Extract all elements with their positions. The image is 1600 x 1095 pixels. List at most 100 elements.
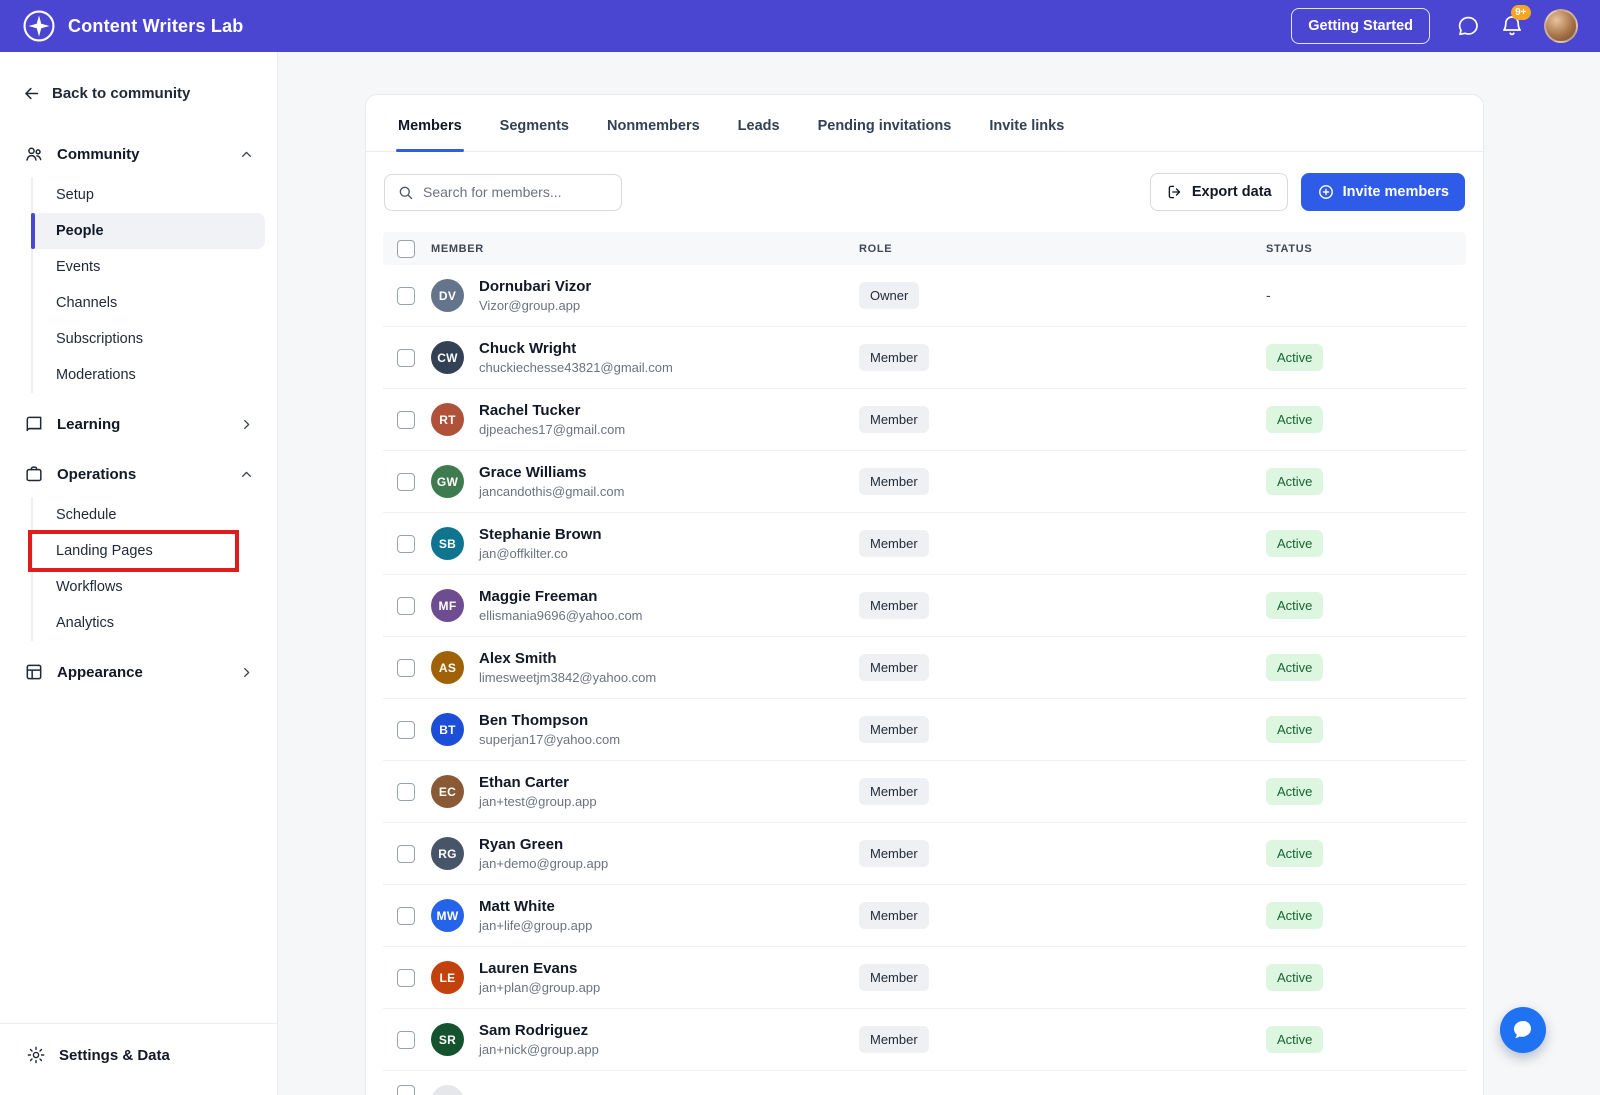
table-row[interactable]: MF Maggie Freeman ellismania9696@yahoo.com… xyxy=(383,575,1466,637)
member-name: Ryan Green xyxy=(479,836,564,853)
status-badge: Active xyxy=(1266,654,1324,681)
member-info: Dornubari Vizor Vizor@group.app xyxy=(479,278,591,313)
tab-invite-links[interactable]: Invite links xyxy=(989,118,1065,134)
role-badge: Member xyxy=(859,406,929,433)
status-badge: Active xyxy=(1266,840,1324,867)
status-badge: Active xyxy=(1266,344,1324,371)
sidebar-item-landing-pages[interactable]: Landing Pages xyxy=(28,530,265,572)
member-info: Ryan Green jan+demo@group.app xyxy=(479,836,608,871)
sidebar-item-subscriptions[interactable]: Subscriptions xyxy=(56,331,144,347)
row-checkbox[interactable] xyxy=(397,534,415,553)
member-avatar: RG xyxy=(431,837,464,870)
member-avatar: DV xyxy=(431,279,464,312)
tab-pending-invitations[interactable]: Pending invitations xyxy=(817,118,952,134)
table-row[interactable]: GW Grace Williams jancandothis@gmail.com Me… xyxy=(383,451,1466,513)
table-row[interactable]: DV Dornubari Vizor Vizor@group.app Owner - xyxy=(383,265,1466,327)
table-row[interactable]: SB Stephanie Brown jan@offkilter.co Member A… xyxy=(383,513,1466,575)
tab-leads[interactable]: Leads xyxy=(737,118,780,134)
select-all-checkbox[interactable] xyxy=(397,239,415,258)
status-cell: Active xyxy=(1266,406,1466,433)
tab-members[interactable]: Members xyxy=(396,118,464,152)
table-row[interactable]: CW Chuck Wright chuckiechesse43821@gmail.c… xyxy=(383,327,1466,389)
row-checkbox[interactable] xyxy=(397,720,415,739)
member-info: Grace Williams jancandothis@gmail.com xyxy=(479,464,624,499)
member-avatar: CW xyxy=(431,341,464,374)
sidebar-section-operations[interactable]: Operations xyxy=(16,453,265,495)
member-cell: BT Ben Thompson superjan17@yahoo.com xyxy=(431,712,859,747)
role-badge: Member xyxy=(859,778,929,805)
table-row[interactable]: SR Sam Rodriguez jan+nick@group.app Member A… xyxy=(383,1009,1466,1071)
member-info: Maggie Freeman ellismania9696@yahoo.com xyxy=(479,588,643,623)
sidebar-item-channels[interactable]: Channels xyxy=(56,295,118,311)
sidebar-item-workflows[interactable]: Workflows xyxy=(56,579,123,595)
status-badge: Active xyxy=(1266,778,1324,805)
status-cell: Active xyxy=(1266,654,1466,681)
table-row[interactable]: BT Ben Thompson superjan17@yahoo.com Member… xyxy=(383,699,1466,761)
status-cell: Active xyxy=(1266,592,1466,619)
member-avatar: BT xyxy=(431,713,464,746)
table-row[interactable]: AS Alex Smith limesweetjm3842@yahoo.com Mem… xyxy=(383,637,1466,699)
sidebar-item-moderations[interactable]: Moderations xyxy=(56,367,136,383)
member-cell xyxy=(431,1085,1466,1095)
toolbar-actions: Export data Invite members xyxy=(1149,173,1465,211)
role-cell: Member xyxy=(859,902,1266,929)
row-checkbox[interactable] xyxy=(397,658,415,677)
getting-started-button[interactable]: Getting Started xyxy=(1291,8,1430,44)
sidebar-section-community[interactable]: Community xyxy=(16,133,265,175)
role-cell: Member xyxy=(859,406,1266,433)
row-checkbox[interactable] xyxy=(397,472,415,491)
member-cell: SB Stephanie Brown jan@offkilter.co xyxy=(431,526,859,561)
sidebar-item-schedule[interactable]: Schedule xyxy=(56,507,117,523)
chat-widget-button[interactable] xyxy=(1500,1007,1546,1053)
sidebar-section-learning[interactable]: Learning xyxy=(16,403,265,445)
sidebar-item-analytics[interactable]: Analytics xyxy=(56,615,115,631)
member-email: jan@offkilter.co xyxy=(479,546,568,561)
sidebar-item-people[interactable]: People xyxy=(31,213,265,249)
chat-bubble-icon xyxy=(1511,1018,1535,1042)
member-email: limesweetjm3842@yahoo.com xyxy=(479,670,657,685)
sidebar-item-setup[interactable]: Setup xyxy=(56,187,94,203)
role-badge: Member xyxy=(859,716,929,743)
member-name: Maggie Freeman xyxy=(479,588,598,605)
table-row[interactable]: LE Lauren Evans jan+plan@group.app Member Ac… xyxy=(383,947,1466,1009)
row-checkbox[interactable] xyxy=(397,1030,415,1049)
row-checkbox[interactable] xyxy=(397,968,415,987)
table-row[interactable]: MW Matt White jan+life@group.app Member Acti… xyxy=(383,885,1466,947)
sidebar-sublist: Setup People Events Channels Subscriptions Mo… xyxy=(31,177,265,393)
status-cell: Active xyxy=(1266,840,1466,867)
export-data-button[interactable]: Export data xyxy=(1149,173,1288,211)
tab-segments[interactable]: Segments xyxy=(499,118,569,134)
member-info: Sam Rodriguez jan+nick@group.app xyxy=(479,1022,599,1057)
row-checkbox[interactable] xyxy=(397,844,415,863)
member-cell: CW Chuck Wright chuckiechesse43821@gmail.c… xyxy=(431,340,859,375)
sidebar-item-events[interactable]: Events xyxy=(56,259,101,275)
members-table: Member Role Status DV Dornubari Vizor Vizo… xyxy=(383,232,1466,1095)
messages-icon[interactable] xyxy=(1456,14,1480,38)
member-avatar xyxy=(431,1085,464,1095)
sidebar-section: Operations Schedule Landing Pages Workflows… xyxy=(16,453,265,641)
row-checkbox[interactable] xyxy=(397,348,415,367)
row-checkbox[interactable] xyxy=(397,410,415,429)
sidebar-section-appearance[interactable]: Appearance xyxy=(16,651,265,693)
row-checkbox[interactable] xyxy=(397,906,415,925)
chevron-right-icon xyxy=(238,664,255,681)
arrow-left-icon xyxy=(22,84,41,103)
chevron-up-icon xyxy=(238,466,255,483)
role-cell: Member xyxy=(859,592,1266,619)
table-row[interactable]: RG Ryan Green jan+demo@group.app Member Acti… xyxy=(383,823,1466,885)
row-checkbox[interactable] xyxy=(397,1085,415,1095)
back-to-community-link[interactable]: Back to community xyxy=(16,78,265,109)
tab-nonmembers[interactable]: Nonmembers xyxy=(606,118,700,134)
row-checkbox[interactable] xyxy=(397,782,415,801)
table-row[interactable]: EC Ethan Carter jan+test@group.app Member Ac… xyxy=(383,761,1466,823)
member-email: jancandothis@gmail.com xyxy=(479,484,625,499)
invite-label: Invite members xyxy=(1342,184,1449,200)
notifications-bell-icon[interactable]: 9+ xyxy=(1500,5,1531,38)
row-checkbox[interactable] xyxy=(397,286,415,305)
settings-and-data-button[interactable]: Settings & Data xyxy=(0,1023,277,1095)
invite-members-button[interactable]: Invite members xyxy=(1300,173,1465,211)
table-row[interactable]: RT Rachel Tucker djpeaches17@gmail.com Memb… xyxy=(383,389,1466,451)
user-avatar[interactable] xyxy=(1544,9,1578,43)
search-members-input[interactable] xyxy=(423,184,609,200)
row-checkbox[interactable] xyxy=(397,596,415,615)
